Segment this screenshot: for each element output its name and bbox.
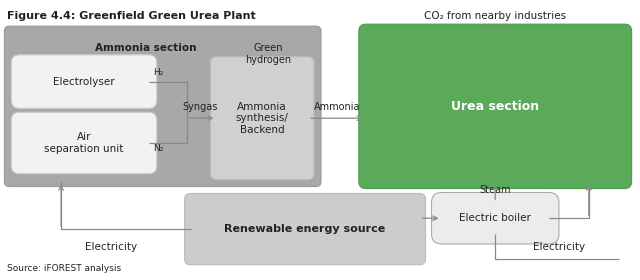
Text: Air
separation unit: Air separation unit: [44, 132, 124, 154]
FancyBboxPatch shape: [12, 112, 157, 174]
Text: Steam: Steam: [479, 185, 511, 195]
Text: Ammonia section: Ammonia section: [95, 43, 196, 53]
FancyBboxPatch shape: [431, 192, 559, 244]
Text: Ammonia: Ammonia: [314, 102, 360, 112]
Text: Syngas: Syngas: [183, 102, 218, 112]
Text: H₂: H₂: [153, 68, 163, 77]
Text: Urea section: Urea section: [451, 100, 540, 113]
Text: Renewable energy source: Renewable energy source: [225, 224, 386, 234]
FancyBboxPatch shape: [12, 55, 157, 108]
Text: Source: iFOREST analysis: Source: iFOREST analysis: [8, 264, 122, 273]
Text: N₂: N₂: [153, 144, 163, 153]
Text: Green
hydrogen: Green hydrogen: [245, 43, 291, 65]
Text: Ammonia
synthesis/
Backend: Ammonia synthesis/ Backend: [236, 102, 289, 135]
Text: Electrolyser: Electrolyser: [53, 77, 115, 87]
FancyBboxPatch shape: [184, 193, 426, 265]
FancyBboxPatch shape: [4, 26, 321, 186]
Text: Electric boiler: Electric boiler: [460, 213, 531, 223]
FancyBboxPatch shape: [359, 24, 632, 188]
Text: Electricity: Electricity: [85, 242, 137, 252]
FancyBboxPatch shape: [211, 57, 314, 179]
Text: Figure 4.4: Greenfield Green Urea Plant: Figure 4.4: Greenfield Green Urea Plant: [8, 11, 256, 21]
Text: Electricity: Electricity: [533, 242, 585, 252]
Text: CO₂ from nearby industries: CO₂ from nearby industries: [424, 11, 566, 21]
